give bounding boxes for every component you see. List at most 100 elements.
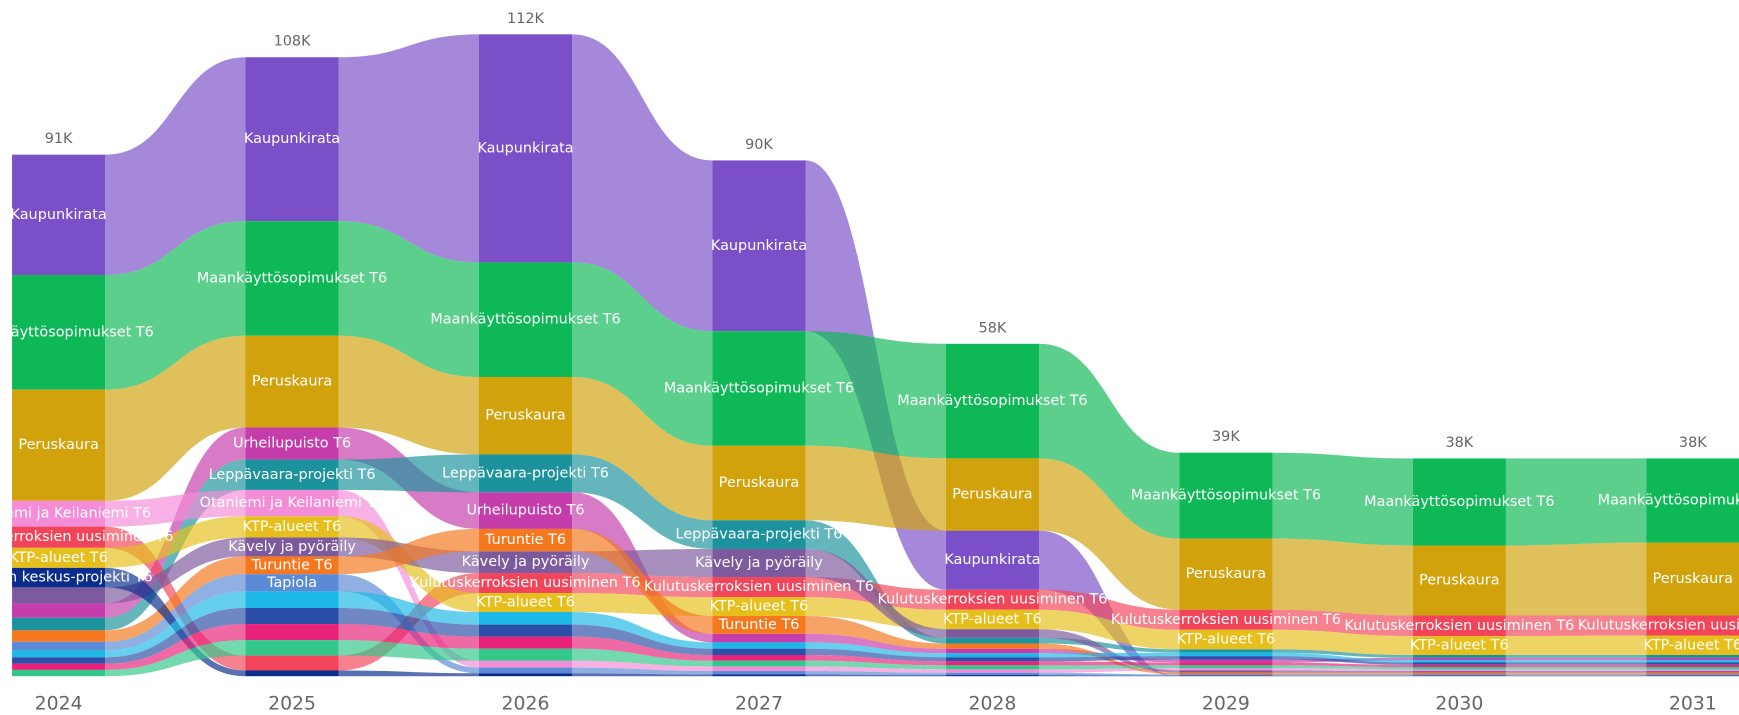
segment-label: Kulutuskerroksien uusiminen T6 — [1344, 618, 1574, 634]
column-segment — [1179, 659, 1273, 663]
ribbon — [1272, 668, 1413, 672]
segment-label: KTP-alueet T6 — [1410, 638, 1509, 654]
segment-label: Peruskaura — [18, 437, 98, 453]
ribbon — [572, 377, 713, 521]
ribbon — [105, 489, 246, 527]
ribbon — [805, 660, 946, 670]
ribbon — [1505, 671, 1647, 673]
column-segment — [245, 489, 339, 517]
ribbon — [105, 221, 246, 390]
column-segment — [1179, 675, 1273, 677]
column-segment — [478, 34, 573, 263]
column-segment — [12, 154, 106, 276]
ribbons — [105, 34, 1647, 677]
column-segment — [478, 673, 573, 677]
column-segment — [1412, 636, 1506, 655]
ribbon — [572, 660, 713, 672]
ribbon — [1038, 665, 1180, 670]
segment-label: Tapiola — [266, 575, 317, 591]
column-segment — [12, 567, 106, 588]
column-segment — [712, 648, 806, 655]
segment-label: Peruskaura — [1419, 572, 1499, 588]
column-segment — [245, 640, 339, 656]
column-segment — [1179, 629, 1273, 650]
ribbon — [1038, 609, 1180, 650]
column-segment — [12, 669, 106, 677]
column-segment — [945, 343, 1039, 459]
ribbon — [105, 591, 246, 658]
segment-label: Kulutuskerroksien uusiminen T6 — [1578, 617, 1739, 633]
ribbon — [1272, 670, 1413, 673]
column-segment — [945, 653, 1039, 658]
segment-label: Turuntie T6 — [484, 532, 566, 548]
column-segment — [478, 593, 573, 613]
ribbon — [572, 34, 713, 332]
segment-label: Turuntie T6 — [717, 617, 799, 633]
column-segment — [945, 530, 1039, 590]
column-segment — [12, 641, 106, 651]
segment-label: Urheilupuisto T6 — [466, 503, 584, 519]
column-segment — [712, 577, 806, 598]
column-segment — [12, 547, 106, 568]
total-label: 39K — [1212, 429, 1240, 445]
segment-label: Maankäyttösopimukset T6 — [1131, 488, 1321, 504]
ribbon — [1505, 669, 1647, 672]
ribbon — [105, 335, 246, 501]
ribbon — [805, 648, 946, 662]
column-segment — [945, 665, 1039, 670]
column-segment — [245, 608, 339, 625]
x-tick-label: 2024 — [35, 693, 83, 714]
total-label: 38K — [1445, 435, 1473, 451]
ribbon — [338, 489, 479, 668]
ribbon — [572, 528, 713, 634]
segment-label: Peruskaura — [719, 475, 799, 491]
segment-label: Kaupunkirata — [944, 552, 1040, 568]
segment-label: Peruskaura — [252, 374, 332, 390]
segment-label: Kaupunkirata — [477, 140, 573, 156]
ribbon — [572, 667, 713, 675]
column-segment — [12, 526, 106, 548]
column-segment — [1179, 672, 1273, 675]
column-segment — [1179, 674, 1273, 676]
segment-label: Turuntie T6 — [251, 557, 333, 573]
column-segment — [1646, 458, 1739, 543]
column-segment — [12, 389, 106, 501]
column-segment — [1646, 672, 1739, 675]
column-segment — [1646, 654, 1739, 658]
column-segment — [1179, 665, 1273, 669]
segment-label: Maankäyttösopimukset T6 — [897, 393, 1087, 409]
ribbon — [1505, 672, 1647, 675]
ribbon — [1505, 458, 1647, 546]
ribbon — [805, 671, 946, 676]
segment-label: Kulutuskerroksien uusiminen T6 — [877, 592, 1107, 608]
column-segment — [712, 331, 806, 446]
ribbon — [1038, 637, 1180, 653]
column-segment — [1646, 667, 1739, 670]
ribbon — [1038, 343, 1180, 539]
ribbon — [572, 612, 713, 649]
segment-label: KTP-alueet T6 — [1177, 632, 1276, 648]
ribbon — [1272, 665, 1413, 670]
column-segment — [1412, 662, 1506, 665]
column-segment — [1412, 660, 1506, 663]
column-segment — [478, 636, 573, 649]
segment-label: Maankäyttösopimukset T6 — [664, 381, 854, 397]
column-segment — [1646, 542, 1739, 616]
column-segment — [1179, 668, 1273, 671]
segment-label: Kulutuskerroksien uusiminen T6 — [0, 529, 174, 545]
ribbon — [805, 654, 946, 666]
segment-label: Otaniemi ja Keilaniemi T6 — [0, 506, 151, 522]
ribbon — [1505, 654, 1647, 658]
column-segment — [712, 445, 806, 521]
ribbon — [105, 516, 246, 568]
ribbon — [1272, 452, 1413, 546]
ribbon — [1038, 458, 1180, 610]
column-segment — [1179, 452, 1273, 539]
ribbon — [1272, 538, 1413, 616]
segment-label: Leppävaara-projekti T6 — [676, 527, 843, 543]
ribbon — [1505, 664, 1647, 668]
column-segment — [245, 459, 339, 490]
segment-label: KTP-alueet T6 — [243, 519, 342, 535]
total-label: 112K — [507, 11, 544, 27]
column-segment — [1412, 667, 1506, 670]
